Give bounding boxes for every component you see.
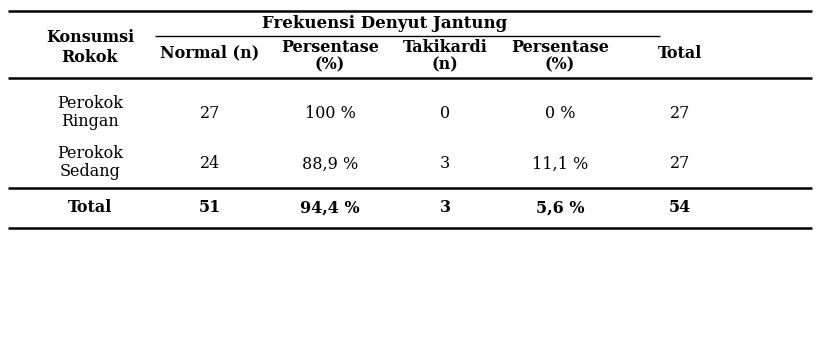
Text: 5,6 %: 5,6 % [535, 200, 583, 217]
Text: Konsumsi: Konsumsi [46, 29, 133, 46]
Text: 3: 3 [439, 200, 450, 217]
Text: Persentase: Persentase [510, 39, 609, 56]
Text: Frekuensi Denyut Jantung: Frekuensi Denyut Jantung [262, 16, 507, 33]
Text: 27: 27 [669, 106, 690, 122]
Text: 51: 51 [198, 200, 221, 217]
Text: Normal (n): Normal (n) [161, 45, 260, 62]
Text: 27: 27 [669, 155, 690, 173]
Text: 24: 24 [200, 155, 219, 173]
Text: (%): (%) [314, 56, 345, 73]
Text: Total: Total [68, 200, 112, 217]
Text: 94,4 %: 94,4 % [300, 200, 360, 217]
Text: 88,9 %: 88,9 % [301, 155, 358, 173]
Text: 27: 27 [200, 106, 220, 122]
Text: Perokok: Perokok [57, 94, 123, 111]
Text: Rokok: Rokok [61, 49, 118, 66]
Text: 54: 54 [668, 200, 690, 217]
Text: Persentase: Persentase [281, 39, 378, 56]
Text: 0: 0 [440, 106, 450, 122]
Text: (%): (%) [544, 56, 574, 73]
Text: 3: 3 [439, 155, 450, 173]
Text: 0 %: 0 % [544, 106, 575, 122]
Text: Ringan: Ringan [61, 113, 119, 130]
Text: Perokok: Perokok [57, 145, 123, 162]
Text: 11,1 %: 11,1 % [532, 155, 587, 173]
Text: Sedang: Sedang [60, 164, 120, 181]
Text: 100 %: 100 % [304, 106, 355, 122]
Text: Total: Total [657, 45, 701, 62]
Text: (n): (n) [431, 56, 458, 73]
Text: Takikardi: Takikardi [402, 39, 486, 56]
